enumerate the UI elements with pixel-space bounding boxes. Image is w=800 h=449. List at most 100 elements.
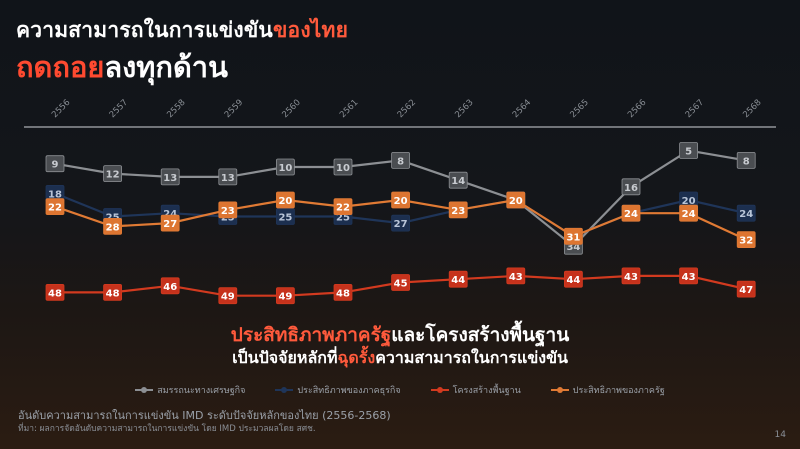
legend-label-infrastructure: โครงสร้างพื้นฐาน: [452, 386, 521, 396]
data-label-economic: 16: [624, 183, 638, 194]
conclusion-line-2: เป็นปัจจัยหลักที่ฉุดรั้งความสามารถในการแ…: [0, 346, 800, 371]
data-marker-government: [391, 191, 411, 209]
x-tick-label: 2558: [165, 98, 187, 120]
data-marker-economic: [218, 168, 238, 186]
data-marker-government: [218, 201, 238, 219]
data-marker-infrastructure: [679, 267, 698, 285]
data-point-infrastructure: 47: [736, 280, 756, 298]
data-marker-infrastructure: [448, 270, 468, 288]
data-label-economic: 10: [336, 163, 350, 174]
data-label-government: 27: [163, 219, 177, 230]
data-point-government: 22: [333, 198, 353, 216]
data-point-infrastructure: 48: [333, 283, 353, 301]
data-label-government: 31: [566, 232, 580, 243]
data-point-government: 20: [506, 191, 526, 209]
data-label-economic: 34: [566, 242, 580, 253]
data-label-infrastructure: 48: [106, 288, 120, 299]
data-marker-government: [333, 198, 353, 216]
conclusion-line-1: ประสิทธิภาพภาครัฐและโครงสร้างพื้นฐาน: [0, 320, 800, 350]
x-tick-label: 2559: [223, 98, 245, 120]
data-marker-business: [736, 204, 756, 222]
data-point-economic: 14: [448, 171, 468, 189]
data-point-infrastructure: 45: [391, 274, 411, 291]
legend-label-business: ประสิทธิภาพของภาคธุรกิจ: [297, 386, 401, 396]
data-label-business: 25: [336, 213, 350, 224]
x-tick-label: 2564: [511, 98, 533, 120]
data-point-government: 28: [103, 217, 122, 235]
data-marker-business: [391, 214, 411, 232]
data-label-business: 27: [394, 219, 408, 230]
data-point-government: 27: [160, 214, 180, 232]
data-marker-government: [275, 191, 295, 209]
data-point-economic: 8: [391, 151, 411, 169]
data-label-economic: 8: [743, 156, 750, 167]
data-point-infrastructure: 43: [506, 267, 526, 285]
legend-marker-infrastructure: [430, 387, 449, 393]
data-label-government: 23: [221, 206, 235, 217]
data-point-economic: 10: [333, 158, 353, 176]
data-label-infrastructure: 49: [221, 292, 235, 303]
data-label-government: 23: [451, 206, 465, 217]
conclusion-line-2-part-3: ความสามารถในการแข่งขัน: [375, 348, 568, 367]
data-marker-economic: [679, 142, 698, 159]
data-marker-infrastructure: [391, 274, 411, 291]
page-number: 14: [774, 430, 786, 440]
data-marker-economic: [103, 165, 122, 183]
data-label-economic: 10: [278, 163, 292, 174]
data-label-infrastructure: 46: [163, 282, 177, 293]
title-line-2-highlight: ถดถอย: [16, 50, 105, 84]
legend-marker-business: [275, 387, 294, 393]
data-label-business: 24: [163, 209, 177, 220]
legend-item-government: ประสิทธิภาพของภาครัฐ: [550, 383, 665, 397]
data-label-government: 22: [336, 203, 350, 214]
legend-item-economic: สมรรถนะทางเศรษฐกิจ: [135, 383, 245, 397]
data-point-government: 31: [564, 227, 583, 245]
title-line-1-part-1: ความสามารถในการแข่งขัน: [16, 18, 273, 42]
data-marker-government: [160, 214, 180, 232]
data-label-business: 24: [739, 209, 753, 220]
data-point-government: 20: [275, 191, 295, 209]
data-point-economic: 9: [45, 155, 65, 173]
data-marker-infrastructure: [564, 270, 583, 288]
x-tick-label: 2557: [108, 98, 130, 120]
data-label-business: 20: [682, 196, 696, 207]
data-point-economic: 12: [103, 165, 122, 183]
title-line-2-part-2: ลงทุกด้าน: [104, 50, 228, 84]
data-point-infrastructure: 49: [218, 287, 238, 305]
chart-caption: อันดับความสามารถในการแข่งขัน IMD ระดับปั…: [18, 409, 391, 422]
data-marker-infrastructure: [275, 287, 295, 305]
data-marker-government: [103, 217, 122, 235]
x-tick-label: 2560: [280, 98, 302, 120]
conclusion-line-1-highlight: ประสิทธิภาพภาครัฐ: [230, 324, 392, 346]
source-note: ที่มา: ผลการจัดอันดับความสามารถในการแข่ง…: [18, 424, 316, 434]
data-label-infrastructure: 48: [48, 288, 62, 299]
data-point-infrastructure: 44: [564, 270, 583, 288]
conclusion-line-2-highlight: ฉุดรั้ง: [337, 348, 376, 367]
data-marker-government: [564, 227, 583, 245]
data-label-economic: 9: [52, 160, 59, 171]
x-tick-label: 2563: [453, 98, 475, 120]
data-marker-infrastructure: [45, 283, 65, 301]
data-marker-infrastructure: [621, 267, 641, 285]
data-label-government: 32: [739, 236, 753, 247]
data-point-economic: 13: [160, 168, 180, 186]
legend-label-economic: สมรรถนะทางเศรษฐกิจ: [157, 386, 246, 396]
legend-marker-government: [550, 387, 569, 393]
data-label-infrastructure: 48: [336, 288, 350, 299]
data-label-government: 24: [624, 209, 638, 220]
data-marker-economic: [736, 151, 756, 169]
data-label-infrastructure: 43: [624, 272, 638, 283]
data-point-infrastructure: 43: [679, 267, 698, 285]
title-line-2: ถดถอยลงทุกด้าน: [16, 44, 228, 90]
data-label-infrastructure: 44: [566, 275, 580, 286]
data-label-economic: 5: [685, 147, 692, 158]
data-label-business: 25: [278, 213, 292, 224]
data-point-economic: 10: [275, 158, 295, 176]
data-marker-business: [275, 208, 295, 225]
title-line-1-highlight: ของไทย: [272, 18, 349, 42]
x-tick-label: 2562: [396, 98, 418, 120]
title-line-1: ความสามารถในการแข่งขันของไทย: [16, 14, 348, 47]
x-tick-label: 2565: [568, 98, 590, 120]
data-point-government: 22: [45, 198, 65, 216]
